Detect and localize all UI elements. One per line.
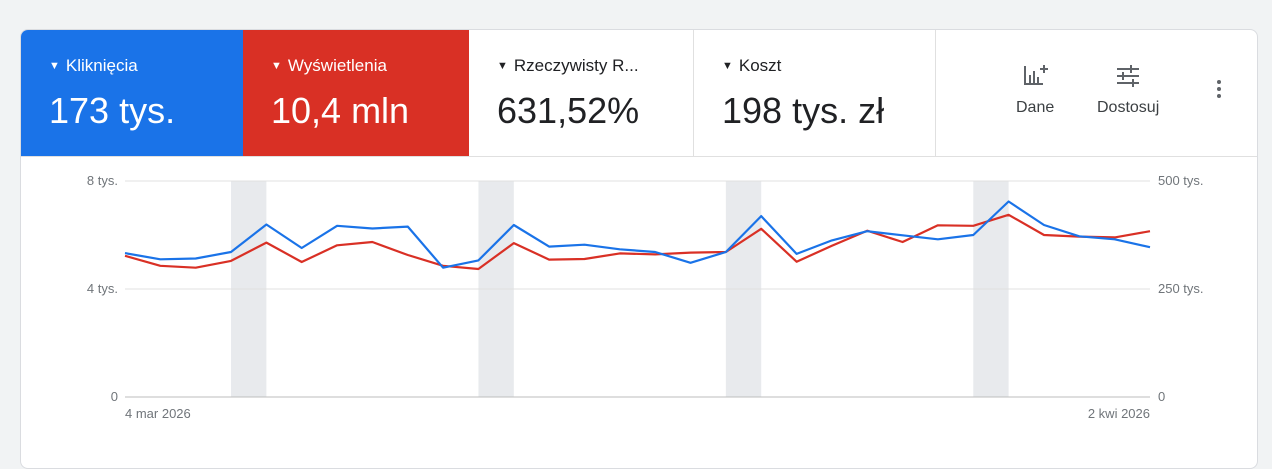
metric-impressions-label: ▼ Wyświetlenia [271, 56, 387, 75]
data-button[interactable]: Dane [1016, 64, 1054, 117]
metric-cost-value: 198 tys. zł [722, 90, 885, 131]
metric-clicks[interactable]: ▼ Kliknięcia 173 tys. [21, 30, 243, 156]
metric-roas-value: 631,52% [497, 90, 640, 131]
customize-button[interactable]: Dostosuj [1097, 64, 1159, 117]
metric-roas-label: ▼ Rzeczywisty R... [497, 56, 639, 75]
metric-cost[interactable]: ▼ Koszt 198 tys. zł [694, 30, 936, 156]
performance-card: ▼ Kliknięcia 173 tys. ▼ Wyświetlenia 10,4 … [20, 29, 1258, 469]
metric-clicks-value: 173 tys. [49, 90, 176, 131]
metric-roas[interactable]: ▼ Rzeczywisty R... 631,52% [469, 30, 694, 156]
tune-icon [1117, 65, 1140, 87]
caret-down-icon: ▼ [497, 60, 508, 72]
metric-cost-label: ▼ Koszt [722, 56, 782, 75]
add-chart-icon [1024, 65, 1049, 85]
metric-impressions-value: 10,4 mln [271, 90, 410, 131]
more-options-icon[interactable] [1209, 80, 1229, 106]
caret-down-icon: ▼ [722, 60, 733, 72]
caret-down-icon: ▼ [49, 60, 60, 72]
customize-button-label: Dostosuj [1097, 99, 1160, 116]
metric-tabs: ▼ Kliknięcia 173 tys. ▼ Wyświetlenia 10,4 … [21, 30, 1257, 157]
metric-clicks-label: ▼ Kliknięcia [49, 56, 138, 75]
caret-down-icon: ▼ [271, 60, 282, 72]
metric-impressions[interactable]: ▼ Wyświetlenia 10,4 mln [243, 30, 469, 156]
data-button-label: Dane [1016, 99, 1055, 116]
